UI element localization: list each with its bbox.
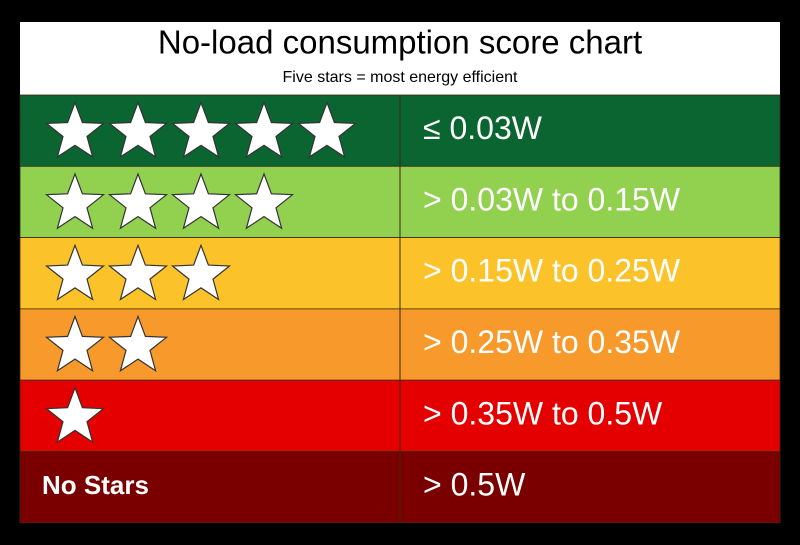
subtitle: Five stars = most energy efficient xyxy=(283,69,518,86)
range-label: > 0.35W to 0.5W xyxy=(423,395,663,431)
star xyxy=(170,243,232,301)
title: No-load consumption score chart xyxy=(158,24,642,61)
header xyxy=(20,22,780,95)
star xyxy=(107,172,169,230)
star xyxy=(233,100,295,159)
star xyxy=(170,100,232,159)
range-label: > 0.15W to 0.25W xyxy=(423,253,681,289)
star xyxy=(107,243,169,301)
star xyxy=(107,100,169,159)
star xyxy=(44,243,106,301)
star xyxy=(44,172,106,230)
range-label: > 0.5W xyxy=(423,467,526,503)
range-label: > 0.25W to 0.35W xyxy=(423,324,681,360)
star xyxy=(296,100,358,159)
range-label: > 0.03W to 0.15W xyxy=(423,181,681,217)
star xyxy=(170,172,232,230)
range-label: ≤ 0.03W xyxy=(423,110,543,146)
star xyxy=(44,314,106,373)
star xyxy=(44,100,106,159)
star xyxy=(233,172,295,230)
row-label: No Stars xyxy=(42,470,149,500)
star xyxy=(107,314,169,373)
star xyxy=(44,386,106,444)
